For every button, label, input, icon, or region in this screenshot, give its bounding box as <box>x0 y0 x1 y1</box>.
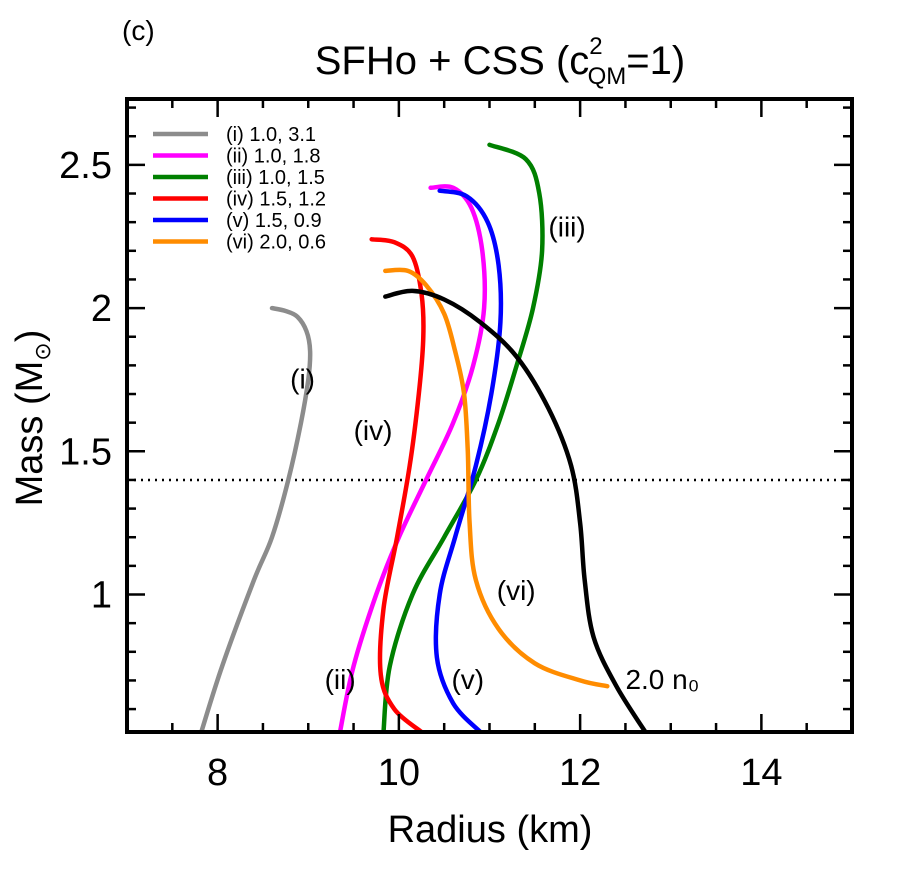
x-tick-label: 12 <box>559 752 601 794</box>
series-line-7 <box>383 288 648 732</box>
y-tick-label: 2 <box>91 288 112 330</box>
series-line-2 <box>337 184 487 732</box>
y-tick-label: 2.5 <box>59 145 112 187</box>
x-tick-label: 8 <box>207 752 228 794</box>
y-axis-label: Mass (M⊙) <box>9 330 55 507</box>
curve-label-2: (ii) <box>325 664 356 695</box>
legend-entry-5: (v) 1.5, 0.9 <box>226 210 322 232</box>
x-tick-label: 10 <box>378 752 420 794</box>
chart-title-superscript: 2 <box>589 33 602 60</box>
chart-title: SFHo + CSS (c2 QM=1) <box>315 33 685 90</box>
series-line-3 <box>381 142 545 732</box>
curve-label-5: (v) <box>451 664 484 695</box>
legend-entry-4: (iv) 1.5, 1.2 <box>226 189 326 211</box>
y-tick-label: 1 <box>91 575 112 617</box>
curve-label-3: (iii) <box>548 211 585 242</box>
legend-entry-3: (iii) 1.0, 1.5 <box>226 167 325 189</box>
legend-entry-1: (i) 1.0, 3.1 <box>226 124 316 146</box>
curve-label-6: (vi) <box>497 575 536 606</box>
series-line-4 <box>369 237 426 732</box>
y-axis-label-main: Mass (M <box>9 361 51 507</box>
chart-title-tail: =1) <box>626 39 685 83</box>
x-axis-label: Radius (km) <box>388 809 593 851</box>
series-line-1 <box>199 305 313 732</box>
y-axis-label-subscript: ⊙ <box>30 342 55 360</box>
y-tick-label: 1.5 <box>59 431 112 473</box>
curve-label-4: (iv) <box>354 415 393 446</box>
chart-title-subscript: QM <box>588 63 627 90</box>
legend-entry-2: (ii) 1.0, 1.8 <box>226 146 320 168</box>
series-line-5 <box>433 188 504 732</box>
axis-ticks <box>125 99 854 732</box>
curve-label-7: 2.0 n₀ <box>625 664 699 695</box>
plot-area: (i) (ii) (iii) (iv) (v) (vi) 2.0 n₀ (i) 1.0, 3… <box>127 124 852 732</box>
legend-entry-6: (vi) 2.0, 0.6 <box>226 232 326 254</box>
chart-title-main: SFHo + CSS (c <box>315 39 590 83</box>
y-axis-label-tail: ) <box>9 330 51 343</box>
panel-label: (c) <box>122 15 155 46</box>
curve-label-1: (i) <box>290 363 315 394</box>
series-line-6 <box>383 267 610 689</box>
tick-labels: 8 10 12 14 1 1.5 2 2.5 <box>59 145 782 794</box>
legend: (i) 1.0, 3.1(ii) 1.0, 1.8(iii) 1.0, 1.5(… <box>153 124 326 254</box>
x-tick-label: 14 <box>740 752 782 794</box>
